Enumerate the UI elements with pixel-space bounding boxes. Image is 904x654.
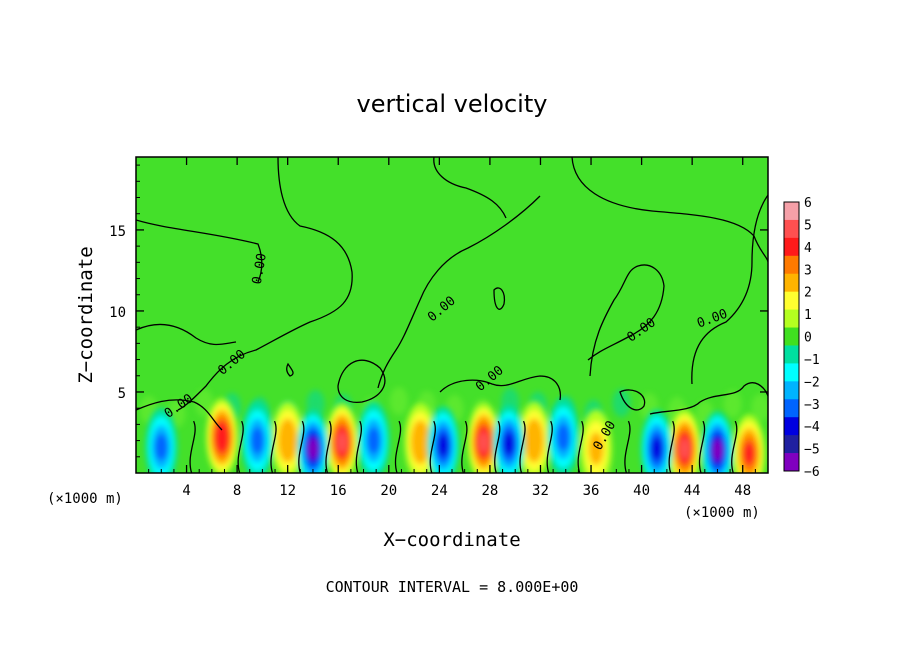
downdraft-cell: [651, 436, 663, 461]
x-tick-label: 12: [279, 483, 296, 499]
colorbar-tick-label: 5: [804, 218, 812, 233]
contour-line: [286, 362, 294, 377]
colorbar-swatch: [784, 399, 799, 418]
updraft-cell: [336, 431, 348, 453]
y-tick-label: 5: [118, 386, 126, 402]
contour-line: [433, 157, 507, 219]
x-tick-label: 44: [684, 483, 701, 499]
x-tick-label: 40: [633, 483, 650, 499]
texture-blob: [751, 393, 768, 422]
colorbar-swatch: [784, 327, 799, 346]
y-tick-label: 15: [109, 224, 126, 240]
updraft-cell: [281, 427, 294, 455]
colorbar-swatch: [784, 202, 799, 221]
x-axis-label: X−coordinate: [383, 529, 520, 551]
colorbar-swatch: [784, 453, 799, 472]
texture-blob: [389, 387, 408, 416]
x-tick-label: 8: [233, 483, 241, 499]
colorbar-tick-label: −1: [804, 353, 820, 368]
colorbar-swatch: [784, 291, 799, 310]
contour-line: [177, 157, 353, 411]
contour-line: [691, 194, 768, 385]
contour-line: [439, 375, 562, 401]
colorbar-tick-label: −6: [804, 465, 820, 480]
velocity-field: [139, 387, 768, 473]
contour-line: [377, 195, 541, 389]
contour-line: [136, 323, 237, 346]
x-tick-label: 32: [532, 483, 549, 499]
colorbar-swatch: [784, 381, 799, 400]
x-tick-label: 24: [431, 483, 448, 499]
y-tick-label: 10: [109, 305, 126, 321]
downdraft-cell: [712, 439, 723, 461]
colorbar-swatch: [784, 255, 799, 275]
colorbar-swatch: [784, 417, 799, 436]
contour-line: [136, 399, 223, 431]
colorbar-tick-label: 3: [804, 263, 812, 278]
x-tick-label: 4: [182, 483, 190, 499]
colorbar-swatch: [784, 363, 799, 382]
downdraft-cell: [503, 432, 515, 456]
updraft-cell: [414, 428, 427, 456]
updraft-cell: [478, 431, 489, 453]
contour-label: 0.00: [250, 252, 270, 285]
texture-blob: [195, 388, 214, 417]
x-tick-label: 20: [380, 483, 397, 499]
downdraft-cell: [556, 423, 570, 451]
colorbar-swatch: [784, 273, 799, 293]
x-unit-label-left: (×1000 m): [47, 491, 123, 507]
colorbar-tick-label: 4: [804, 241, 812, 256]
updraft-cell: [216, 426, 228, 449]
downdraft-cell: [307, 438, 319, 460]
downdraft-cell: [155, 433, 168, 461]
plot-area: 0.000.000.000.000.000.00 0.000.00: [135, 156, 769, 474]
x-tick-label: 28: [481, 483, 498, 499]
contour-line: [337, 359, 386, 404]
downdraft-cell: [367, 427, 380, 455]
colorbar-swatch: [784, 309, 799, 328]
x-tick-label: 36: [583, 483, 600, 499]
contour-line: [189, 420, 738, 473]
x-tick-label: 48: [734, 483, 751, 499]
colorbar-tick-label: −3: [804, 398, 820, 413]
contour-line: [493, 287, 506, 310]
contour-line: [587, 264, 665, 377]
colorbar-frame: [783, 201, 800, 472]
updraft-cell: [588, 432, 604, 466]
y-axis-label: Z−coordinate: [75, 246, 97, 383]
contour-line: [136, 219, 263, 283]
x-tick-label: 16: [330, 483, 347, 499]
colorbar-tick-label: −5: [804, 443, 820, 458]
updraft-cell: [743, 441, 755, 466]
colorbar-tick-label: −4: [804, 420, 820, 435]
colorbar-tick-label: 6: [804, 196, 812, 211]
contour-interval-note: CONTOUR INTERVAL = 8.000E+00: [326, 578, 579, 596]
colorbar-swatch: [784, 345, 799, 364]
colorbar-swatch: [784, 237, 799, 257]
colorbar-tick-label: 1: [804, 308, 812, 323]
texture-blob: [612, 388, 631, 417]
contour-line: [571, 157, 768, 263]
colorbar-swatch: [784, 435, 799, 454]
colorbar-tick-label: −2: [804, 375, 820, 390]
downdraft-cell: [437, 433, 449, 458]
downdraft-cell: [251, 427, 264, 455]
updraft-cell: [679, 438, 690, 460]
colorbar-tick-label: 0: [804, 331, 812, 346]
contour-line: [619, 389, 646, 411]
x-unit-label-right: (×1000 m): [684, 505, 760, 521]
colorbar-tick-label: 2: [804, 286, 812, 301]
colorbar-swatch: [784, 219, 799, 239]
colorbar: 6 5 4 3 2 1 0 −1 −2 −3 −4 −5 −6: [783, 196, 820, 480]
y-axis: 5 10 15: [109, 164, 768, 458]
x-axis: 4 8 12 16 20 24 28 32 36 40 44 48: [148, 157, 756, 499]
texture-blob: [723, 389, 742, 418]
contour-line: [649, 382, 768, 415]
updraft-cell: [527, 427, 541, 455]
zero-contour-lines: [136, 157, 768, 473]
chart-title: vertical velocity: [357, 90, 548, 118]
